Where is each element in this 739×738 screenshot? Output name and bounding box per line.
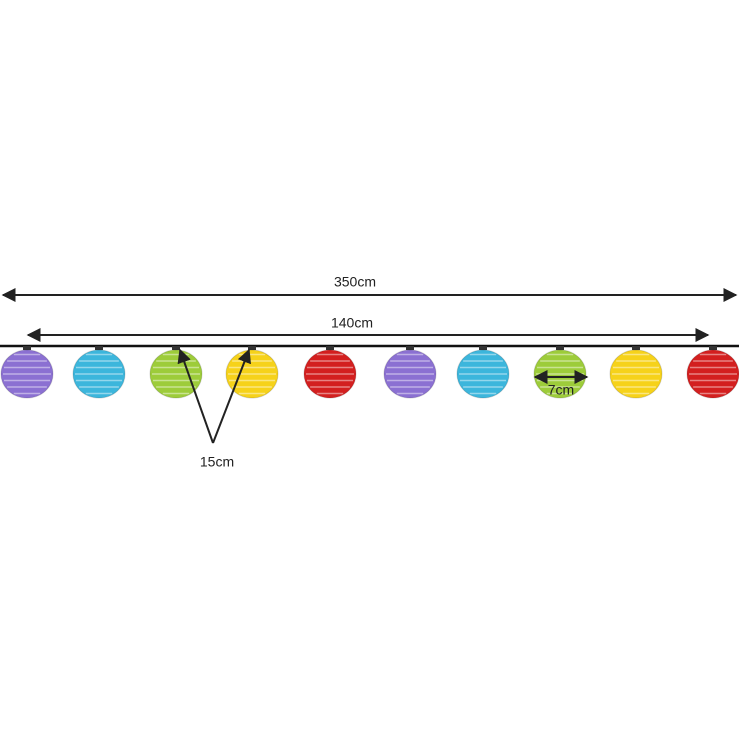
spacing-label: 15cm: [200, 454, 234, 470]
lantern: [0, 349, 54, 399]
spacing-arrow: [212, 348, 251, 444]
lantern-cap: [248, 346, 256, 350]
lantern-cap: [95, 346, 103, 350]
lantern-cap: [23, 346, 31, 350]
total-length-label: 350cm: [334, 274, 376, 290]
lantern: [456, 349, 510, 399]
lantern: [303, 349, 357, 399]
lantern-cap: [479, 346, 487, 350]
lantern: [609, 349, 663, 399]
lantern: [383, 349, 437, 399]
lantern-cap: [406, 346, 414, 350]
lantern-cap: [172, 346, 180, 350]
lit-length-label: 140cm: [331, 315, 373, 331]
lantern: [686, 349, 739, 399]
lantern-cap: [709, 346, 717, 350]
lantern-cap: [326, 346, 334, 350]
lantern: [72, 349, 126, 399]
lantern-cap: [632, 346, 640, 350]
spacing-arrow: [177, 348, 214, 444]
diameter-label: 7cm: [548, 382, 574, 398]
lantern-cap: [556, 346, 564, 350]
